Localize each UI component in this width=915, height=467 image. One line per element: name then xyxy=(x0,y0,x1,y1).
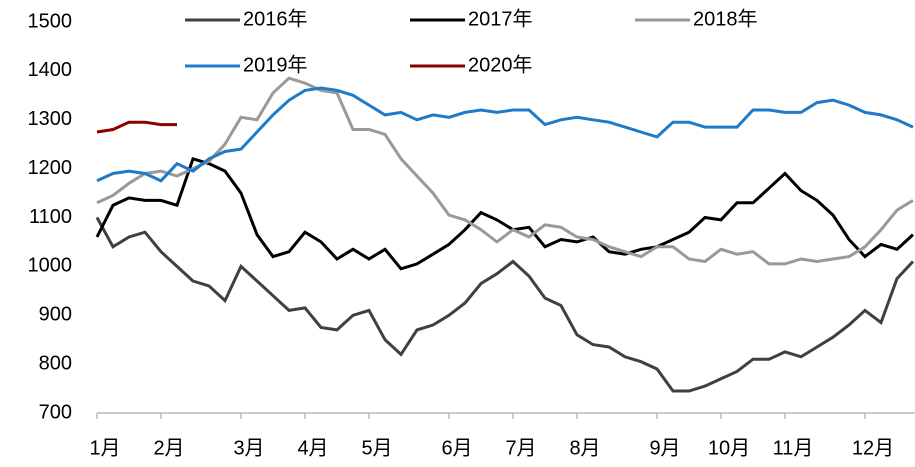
x-tick-label: 9月 xyxy=(649,437,680,459)
x-tick-label: 5月 xyxy=(361,437,392,459)
x-tick-label: 10月 xyxy=(708,437,750,459)
line-series xyxy=(95,156,915,271)
y-tick-label: 900 xyxy=(39,304,72,326)
x-tick-label: 8月 xyxy=(569,437,600,459)
x-tick-label: 3月 xyxy=(233,437,264,459)
y-tick-label: 1200 xyxy=(28,157,73,179)
line-series xyxy=(96,120,177,134)
x-tick-label: 2月 xyxy=(153,437,184,459)
x-tick-label: 1月 xyxy=(89,437,120,459)
y-tick-label: 1000 xyxy=(28,255,73,277)
x-tick-label: 12月 xyxy=(852,437,894,459)
x-tick-label: 4月 xyxy=(297,437,328,459)
y-tick-label: 1300 xyxy=(28,108,73,130)
line-series xyxy=(95,216,915,393)
legend-label: 2018年 xyxy=(693,7,758,30)
y-tick-label: 800 xyxy=(39,352,72,374)
line-series xyxy=(96,76,914,266)
y-tick-label: 1500 xyxy=(28,10,73,32)
x-tick-label: 6月 xyxy=(441,437,472,459)
line-series xyxy=(96,86,914,183)
y-tick-label: 1400 xyxy=(28,59,73,81)
legend-label: 2020年 xyxy=(468,53,533,76)
y-tick-label: 1100 xyxy=(29,206,72,228)
legend-label: 2016年 xyxy=(243,7,308,30)
legend-label: 2017年 xyxy=(468,7,533,30)
y-tick-label: 700 xyxy=(39,401,72,423)
legend-label: 2019年 xyxy=(243,53,308,76)
x-tick-label: 11月 xyxy=(773,437,814,459)
x-tick-label: 7月 xyxy=(505,437,536,459)
